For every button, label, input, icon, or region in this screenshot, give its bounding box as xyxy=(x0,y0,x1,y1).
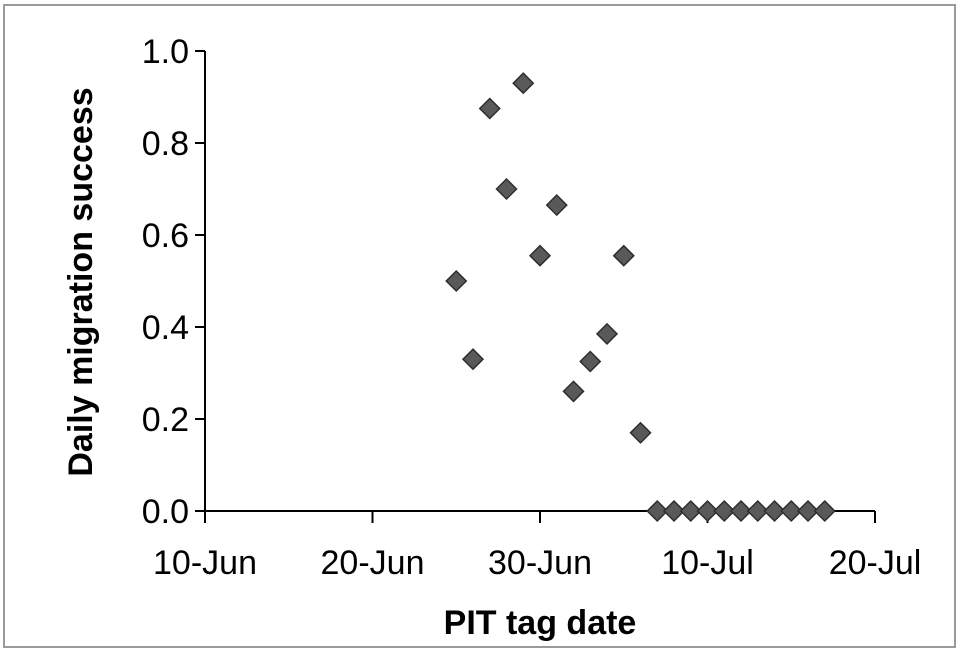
data-point xyxy=(579,350,602,373)
y-tick-label: 0.6 xyxy=(142,217,189,255)
data-point xyxy=(796,499,820,523)
y-tick-label: 0.2 xyxy=(142,401,189,439)
data-point xyxy=(528,244,552,267)
axes xyxy=(204,51,875,512)
data-points xyxy=(445,72,836,523)
data-point xyxy=(612,244,635,267)
data-point xyxy=(495,177,518,201)
data-point xyxy=(461,348,485,371)
data-point xyxy=(696,499,719,523)
y-tick-label: 0.8 xyxy=(142,125,189,163)
x-tick-label: 10-Jul xyxy=(661,544,754,582)
x-tick-label: 20-Jun xyxy=(321,544,425,582)
data-point xyxy=(595,322,619,345)
data-point xyxy=(629,421,652,444)
data-point xyxy=(646,499,669,523)
data-point xyxy=(713,499,736,523)
x-tick-label: 20-Jul xyxy=(829,544,922,582)
data-point xyxy=(780,499,803,523)
x-tick-label: 30-Jun xyxy=(488,544,592,582)
data-point xyxy=(679,499,702,523)
data-point xyxy=(545,194,568,217)
x-axis-ticks: 10-Jun 20-Jun 30-Jun 10-Jul 20-Jul xyxy=(153,511,921,582)
y-tick-label: 0.0 xyxy=(142,493,189,531)
y-tick-label: 0.4 xyxy=(142,309,189,347)
data-point xyxy=(662,499,686,523)
chart-frame xyxy=(3,4,956,648)
data-point xyxy=(562,380,585,403)
data-point xyxy=(512,72,535,95)
data-point xyxy=(729,499,753,523)
data-point xyxy=(746,499,769,523)
x-axis-title: PIT tag date xyxy=(444,604,637,642)
data-point xyxy=(478,97,501,120)
y-axis-ticks: 0.0 0.2 0.4 0.6 0.8 1.0 xyxy=(142,33,205,531)
y-tick-label: 1.0 xyxy=(142,33,189,71)
data-point xyxy=(445,269,468,293)
data-point xyxy=(813,499,836,523)
data-point xyxy=(763,499,786,523)
x-tick-label: 10-Jun xyxy=(153,544,257,582)
y-axis-title: Daily migration success xyxy=(62,87,100,476)
